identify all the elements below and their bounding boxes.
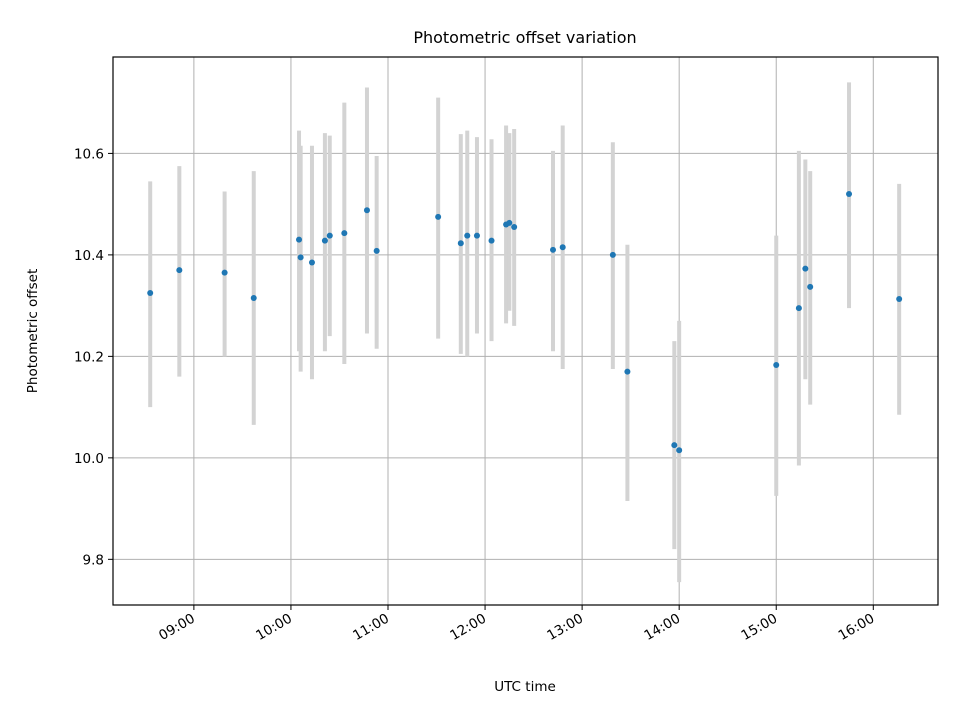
data-point (511, 223, 518, 230)
y-tick-label: 10.0 (74, 451, 104, 467)
y-tick-label: 10.6 (74, 146, 104, 162)
data-point (250, 295, 257, 302)
data-point (176, 267, 183, 274)
data-point (506, 219, 513, 226)
y-axis-ticks: 9.8 10.0 10.2 10.4 10.6 (74, 146, 113, 568)
data-point (676, 447, 683, 454)
data-point (373, 247, 380, 254)
data-point (773, 361, 780, 368)
data-point (464, 232, 471, 239)
y-axis-label: Photometric offset (25, 269, 41, 393)
data-point (363, 207, 370, 214)
data-point (559, 244, 566, 251)
data-point (321, 237, 328, 244)
data-point (308, 259, 315, 266)
y-tick-label: 10.2 (74, 349, 104, 365)
data-point (846, 191, 853, 197)
data-point (296, 236, 303, 243)
data-point (326, 232, 333, 239)
data-point (795, 305, 802, 312)
y-tick-label: 10.4 (74, 248, 104, 264)
data-point (473, 232, 480, 239)
data-point (896, 296, 903, 303)
data-point (297, 254, 304, 261)
x-axis-label: UTC time (494, 679, 556, 695)
data-point (435, 213, 442, 220)
data-point (807, 283, 814, 290)
y-tick-label: 9.8 (83, 552, 104, 568)
data-point (624, 368, 631, 375)
data-point (488, 237, 495, 244)
data-points (147, 191, 903, 454)
data-point (609, 251, 616, 258)
data-point (147, 289, 154, 296)
chart-title: Photometric offset variation (413, 28, 636, 47)
data-point (221, 269, 228, 276)
data-point (457, 240, 464, 247)
data-point (802, 265, 809, 272)
data-point (671, 442, 678, 449)
data-point (550, 246, 556, 253)
data-point (341, 230, 348, 237)
plot-frame (112, 56, 939, 606)
